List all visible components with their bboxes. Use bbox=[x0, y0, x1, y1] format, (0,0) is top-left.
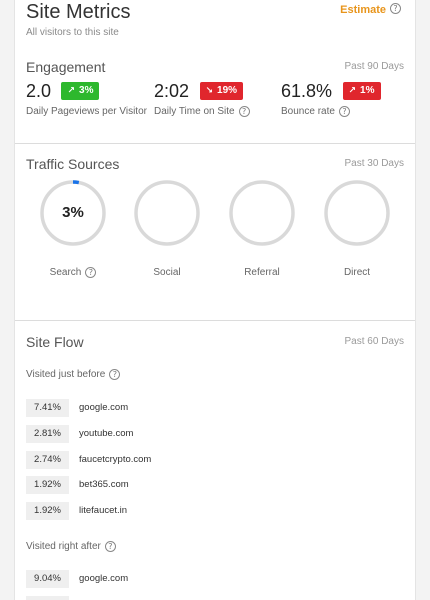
flow-percent bbox=[26, 596, 69, 600]
metric-label: Daily Pageviews per Visitor bbox=[26, 106, 147, 117]
page-subtitle: All visitors to this site bbox=[26, 27, 119, 38]
engagement-section: Engagement Past 90 Days 2.0 ↗ 3% Daily Pa… bbox=[15, 0, 415, 144]
question-circle-icon[interactable]: ? bbox=[390, 3, 401, 15]
traffic-label-search: Search? bbox=[33, 267, 113, 278]
flow-site[interactable]: youtube.com bbox=[79, 428, 134, 439]
metric-label: Bounce rate bbox=[281, 106, 335, 118]
traffic-label-direct: Direct bbox=[343, 267, 371, 278]
list-item[interactable]: 2.81% youtube.com bbox=[26, 425, 346, 443]
metric-bounce-rate: 61.8% ↗ 1% bbox=[281, 81, 381, 102]
question-circle-icon[interactable]: ? bbox=[109, 369, 121, 380]
ring-value: 3% bbox=[62, 204, 84, 221]
traffic-ring-direct[interactable] bbox=[322, 178, 392, 253]
metric-label: Daily Time on Site bbox=[154, 106, 235, 118]
flow-title: Site Flow bbox=[26, 334, 84, 350]
flow-percent: 1.92% bbox=[26, 476, 69, 494]
list-item[interactable]: 1.92% bet365.com bbox=[26, 476, 346, 494]
ring-track bbox=[324, 180, 390, 246]
traffic-period: Past 30 Days bbox=[344, 158, 404, 169]
estimate-link[interactable]: Estimate? bbox=[340, 0, 401, 18]
traffic-sources-section: Traffic Sources Past 30 Days 3% bbox=[15, 144, 415, 321]
estimate-label: Estimate bbox=[340, 4, 386, 16]
ring-chart bbox=[324, 180, 390, 246]
site-flow-section: Site Flow Past 60 Days Visited just befo… bbox=[15, 321, 415, 600]
metric-value: 2.0 bbox=[26, 81, 52, 101]
metric-label-row: Daily Time on Site? bbox=[154, 106, 250, 117]
flow-percent: 2.81% bbox=[26, 425, 69, 443]
page-title: Site Metrics bbox=[26, 1, 131, 23]
metric-value: 2:02 bbox=[154, 81, 190, 101]
trend-up-icon: ↗ bbox=[348, 86, 357, 96]
flow-site[interactable]: google.com bbox=[79, 402, 129, 413]
traffic-label-referral: Referral bbox=[244, 267, 280, 278]
visited-before-heading: Visited just before? bbox=[26, 369, 121, 380]
change-badge: ↗ 1% bbox=[342, 82, 381, 100]
list-item[interactable]: 1.92% litefaucet.in bbox=[26, 502, 346, 520]
traffic-ring-search[interactable]: 3% bbox=[38, 178, 108, 253]
ring-chart bbox=[229, 180, 295, 246]
ring-chart bbox=[134, 180, 200, 246]
flow-site[interactable]: litefaucet.in bbox=[79, 505, 128, 516]
metric-value: 61.8% bbox=[281, 81, 333, 101]
question-circle-icon[interactable]: ? bbox=[238, 106, 250, 117]
list-item-partial[interactable] bbox=[26, 596, 346, 600]
flow-site[interactable]: bet365.com bbox=[79, 479, 129, 490]
ring-track bbox=[134, 180, 200, 246]
metric-pageviews: 2.0 ↗ 3% bbox=[26, 81, 100, 102]
ring-track bbox=[229, 180, 295, 246]
traffic-ring-social[interactable] bbox=[132, 178, 202, 253]
site-metrics-panel: Site Metrics All visitors to this site E… bbox=[14, 0, 416, 600]
trend-down-icon: ↘ bbox=[205, 86, 214, 96]
metric-time-on-site: 2:02 ↘ 19% bbox=[154, 81, 244, 102]
visited-after-heading: Visited right after? bbox=[26, 541, 116, 552]
ring-fill bbox=[40, 180, 106, 246]
engagement-period: Past 90 Days bbox=[344, 61, 404, 72]
traffic-label-social: Social bbox=[153, 267, 181, 278]
traffic-title: Traffic Sources bbox=[26, 156, 120, 172]
flow-percent: 7.41% bbox=[26, 399, 69, 417]
flow-site[interactable]: google.com bbox=[79, 573, 129, 584]
question-circle-icon[interactable]: ? bbox=[338, 106, 350, 117]
list-item[interactable]: 2.74% faucetcrypto.com bbox=[26, 451, 346, 469]
flow-percent: 2.74% bbox=[26, 451, 69, 469]
change-badge: ↗ 3% bbox=[61, 82, 100, 100]
list-item[interactable]: 9.04% google.com bbox=[26, 570, 346, 588]
traffic-ring-referral[interactable] bbox=[227, 178, 297, 253]
change-badge: ↘ 19% bbox=[199, 82, 244, 100]
question-circle-icon[interactable]: ? bbox=[104, 541, 116, 552]
metric-label-row: Bounce rate? bbox=[281, 106, 350, 117]
flow-percent: 1.92% bbox=[26, 502, 69, 520]
flow-percent: 9.04% bbox=[26, 570, 69, 588]
trend-up-icon: ↗ bbox=[67, 86, 76, 96]
question-circle-icon[interactable]: ? bbox=[85, 267, 97, 278]
flow-site[interactable]: faucetcrypto.com bbox=[79, 454, 152, 465]
ring-chart bbox=[40, 180, 106, 246]
source-label: Search bbox=[49, 267, 82, 279]
engagement-title: Engagement bbox=[26, 59, 106, 75]
list-item[interactable]: 7.41% google.com bbox=[26, 399, 346, 417]
flow-period: Past 60 Days bbox=[344, 336, 404, 347]
